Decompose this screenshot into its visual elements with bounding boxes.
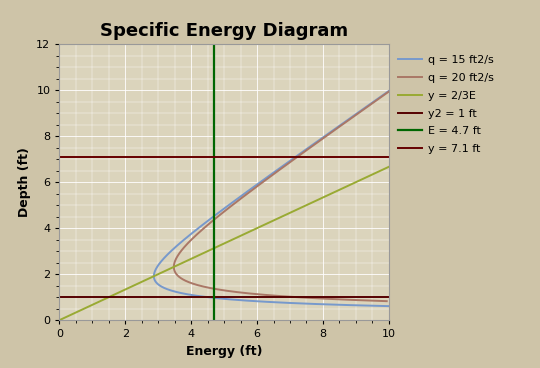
Legend: q = 15 ft2/s, q = 20 ft2/s, y = 2/3E, y2 = 1 ft, E = 4.7 ft, y = 7.1 ft: q = 15 ft2/s, q = 20 ft2/s, y = 2/3E, y2…: [397, 55, 494, 154]
X-axis label: Energy (ft): Energy (ft): [186, 345, 262, 358]
Title: Specific Energy Diagram: Specific Energy Diagram: [100, 22, 348, 40]
Y-axis label: Depth (ft): Depth (ft): [18, 147, 31, 217]
